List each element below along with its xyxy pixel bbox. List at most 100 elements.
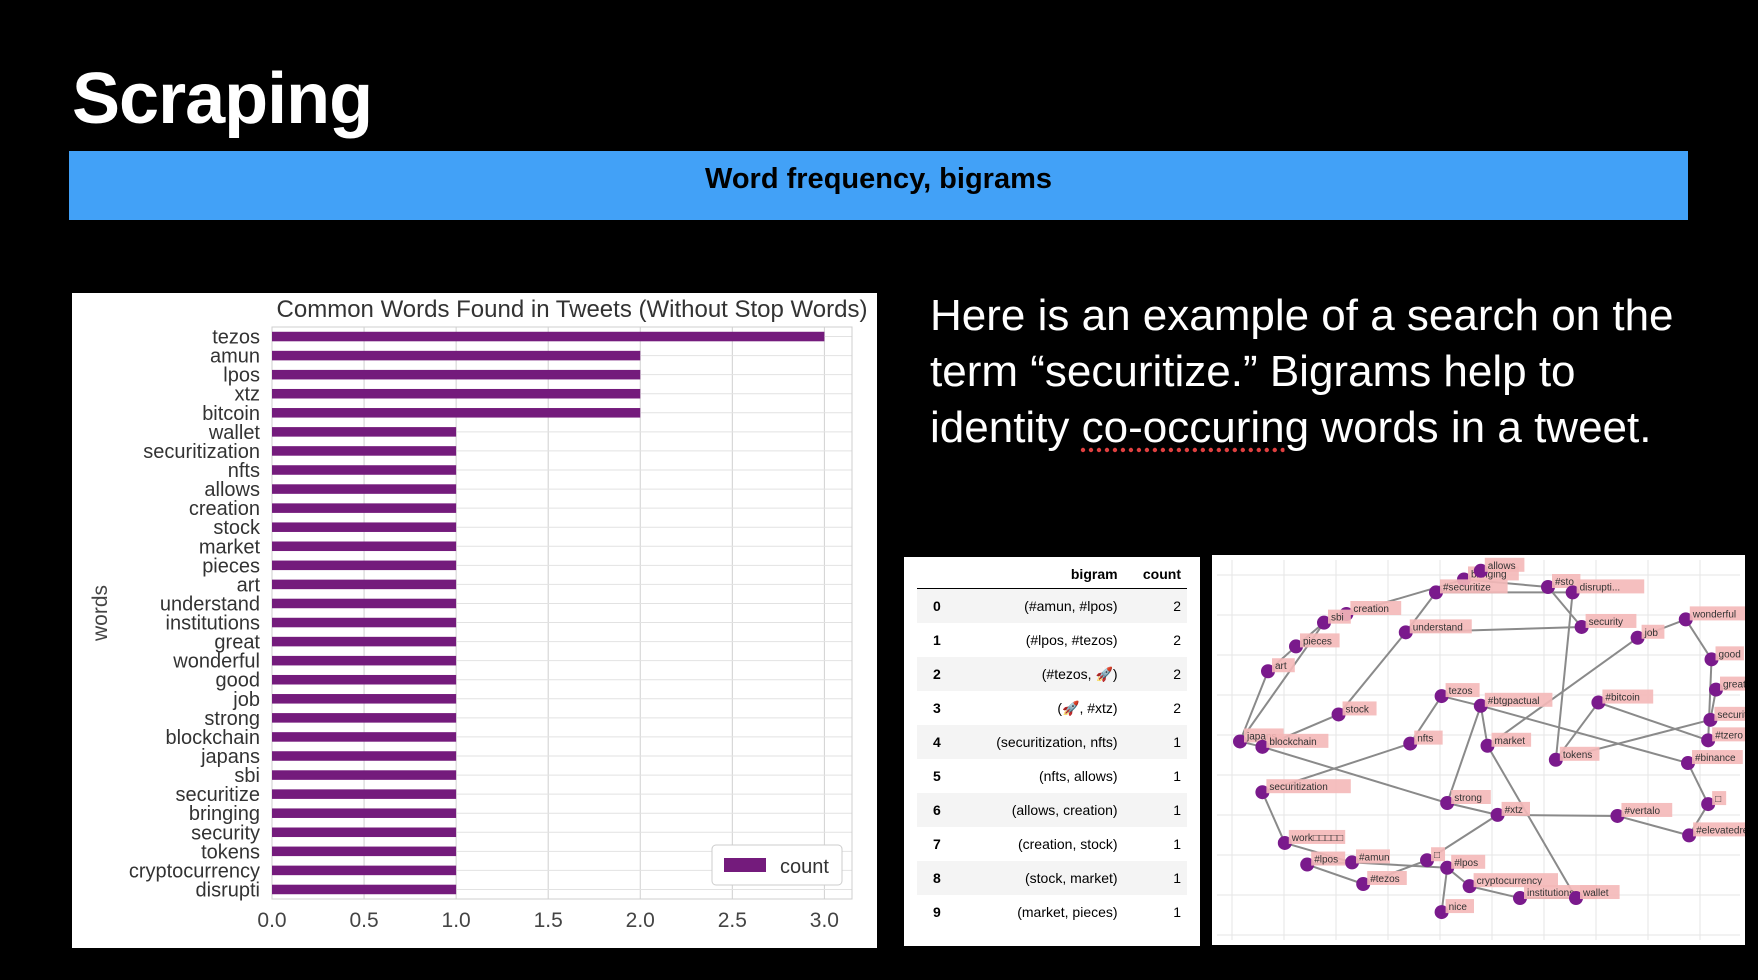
node-label: good (1719, 649, 1741, 660)
graph-node: securitization (1255, 779, 1351, 800)
graph-node: #xtz (1490, 801, 1530, 822)
table-row: 5 (nfts, allows) 1 (917, 759, 1187, 793)
node-label: wonderful (1692, 609, 1736, 620)
graph-edge (1446, 705, 1482, 804)
graph-node: nfts (1403, 730, 1443, 751)
node-label: #bitcoin (1605, 693, 1639, 704)
node-dot (1356, 877, 1371, 891)
bar-securitization (272, 446, 457, 456)
y-tick-label: job (232, 689, 260, 711)
node-label-bg (1311, 851, 1346, 866)
node-dot (1317, 615, 1331, 630)
y-tick-label: wonderful (172, 651, 260, 673)
row-bigram: (allows, creation) (954, 793, 1124, 827)
graph-node: #elevatedreturns (1682, 822, 1745, 843)
node-label-bg (1272, 658, 1295, 673)
x-tick-label: 1.0 (442, 909, 471, 932)
graph-node: #amun (1345, 849, 1390, 870)
graph-node: art (1261, 658, 1295, 679)
y-tick-label: cryptocurrency (129, 860, 260, 882)
node-dot (1678, 612, 1693, 627)
bar-disrupti (272, 884, 457, 895)
bar-job (272, 694, 457, 704)
graph-node: disrupti... (1565, 579, 1645, 600)
node-label-bg (1266, 779, 1351, 794)
graph-node: □ (1420, 847, 1446, 868)
graph-node: #lpos (1440, 854, 1486, 875)
node-label-bg (1431, 847, 1446, 862)
node-label: great (1723, 680, 1745, 691)
node-label: tokens (1563, 750, 1592, 761)
legend-box (711, 844, 843, 886)
node-dot (1480, 738, 1495, 753)
bar-blockchain (272, 732, 457, 742)
bigram-table-panel: bigram count 0 (#amun, #lpos) 2 1 (#lpos, #t… (904, 557, 1200, 946)
plot-frame (271, 326, 853, 900)
graph-edge (1486, 636, 1639, 747)
y-tick-label: art (237, 574, 261, 596)
chart-legend: count (711, 844, 843, 886)
graph-edge (1617, 814, 1690, 837)
x-tick-label: 3.0 (810, 909, 839, 932)
node-label-bg (1641, 624, 1665, 639)
node-label: bringing (1471, 569, 1507, 580)
node-dot (1255, 785, 1270, 800)
graph-node: #binance (1681, 750, 1743, 771)
node-dot (1277, 835, 1292, 850)
bar-strong (272, 713, 457, 723)
node-dot (1403, 736, 1418, 751)
node-label-bg (1342, 701, 1377, 716)
row-bigram: (securitization, nfts) (954, 725, 1124, 759)
node-label-bg (1552, 574, 1581, 588)
description-part-1: Here is an example of a search on the te… (930, 291, 1674, 452)
node-label: disrupti... (1580, 582, 1621, 593)
subtitle-banner: Word frequency, bigrams (69, 151, 1688, 220)
row-index: 7 (933, 836, 941, 852)
node-label-bg (1445, 899, 1474, 914)
bar-chart-svg: 0.0 0.5 1.0 1.5 2.0 2.5 3.0 tezosamunlposxtzbit… (89, 296, 867, 932)
graph-node: nice (1434, 899, 1474, 920)
row-bigram: (#tezos, 🚀) (954, 657, 1124, 691)
graph-edge (1261, 791, 1286, 844)
bar-cryptocurrency (272, 865, 457, 876)
node-label: allows (1488, 561, 1516, 572)
node-label: art (1275, 661, 1287, 672)
bar-japans (272, 751, 457, 761)
y-tick-label: tezos (212, 327, 260, 349)
node-label-bg (1440, 579, 1508, 594)
node-label: #lpos (1314, 855, 1338, 866)
x-tick-label: 0.0 (257, 909, 286, 932)
row-bigram: (creation, stock) (1017, 836, 1118, 852)
row-index: 2 (917, 657, 955, 691)
table-row: 6 (allows, creation) 1 (917, 793, 1187, 827)
graph-edge (1306, 863, 1364, 885)
node-label-bg (1689, 606, 1745, 621)
row-count: 1 (1123, 861, 1187, 895)
node-dot (1548, 752, 1563, 767)
table-row: 9 (market, pieces) 1 (917, 895, 1187, 929)
node-label: market (1495, 736, 1526, 747)
y-tick-label: understand (160, 593, 260, 615)
node-dot (1233, 734, 1247, 749)
node-dot (1591, 695, 1606, 710)
bar-tezos (272, 331, 825, 342)
node-dot (1261, 664, 1275, 679)
graph-edge (1486, 745, 1577, 899)
node-label-bg (1602, 689, 1654, 704)
graph-edge (1446, 802, 1498, 816)
node-label: #xtz (1505, 805, 1523, 816)
graph-node: #lpos (1300, 851, 1346, 872)
row-bigram: (stock, market) (954, 861, 1124, 895)
node-label: nfts (1417, 734, 1433, 745)
node-label-bg (1288, 829, 1346, 844)
node-label: #tzero (1715, 730, 1743, 741)
description-misspelled-word: co-occuring (1081, 403, 1310, 452)
table-row: 3 (🚀, #xtz) 2 (917, 691, 1187, 725)
y-tick-label: lpos (223, 365, 260, 387)
graph-node: wallet (1569, 885, 1620, 906)
graph-edge (1440, 867, 1449, 913)
bar-xtz (272, 388, 641, 399)
node-label: cryptocurrency (1477, 876, 1543, 887)
graph-node: security (1574, 613, 1637, 634)
graph-node: japans (1233, 728, 1284, 749)
